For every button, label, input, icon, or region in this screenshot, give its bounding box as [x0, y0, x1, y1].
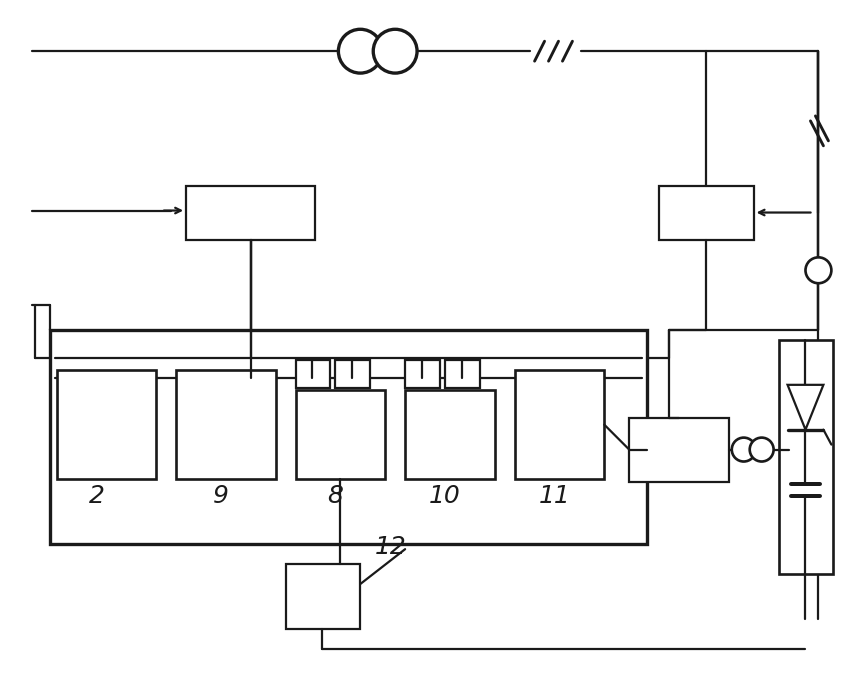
Text: 9: 9: [213, 484, 229, 508]
Bar: [405, 390, 495, 480]
Bar: [659, 186, 753, 240]
Bar: [515, 370, 604, 480]
Text: 10: 10: [429, 484, 461, 508]
Bar: [56, 370, 156, 480]
Bar: [779, 340, 833, 574]
Bar: [336, 360, 370, 388]
Circle shape: [805, 257, 831, 283]
Bar: [285, 564, 361, 629]
Bar: [445, 360, 479, 388]
Bar: [49, 330, 647, 544]
Text: 12: 12: [375, 535, 406, 559]
Bar: [186, 186, 316, 240]
Bar: [176, 370, 276, 480]
Circle shape: [732, 438, 756, 462]
Circle shape: [338, 29, 382, 73]
Text: 8: 8: [328, 484, 343, 508]
Text: 11: 11: [538, 484, 570, 508]
Bar: [296, 360, 330, 388]
Bar: [405, 360, 440, 388]
Text: 2: 2: [88, 484, 104, 508]
Polygon shape: [787, 385, 824, 429]
Circle shape: [374, 29, 417, 73]
Bar: [296, 390, 385, 480]
Bar: [629, 418, 729, 482]
Circle shape: [750, 438, 773, 462]
